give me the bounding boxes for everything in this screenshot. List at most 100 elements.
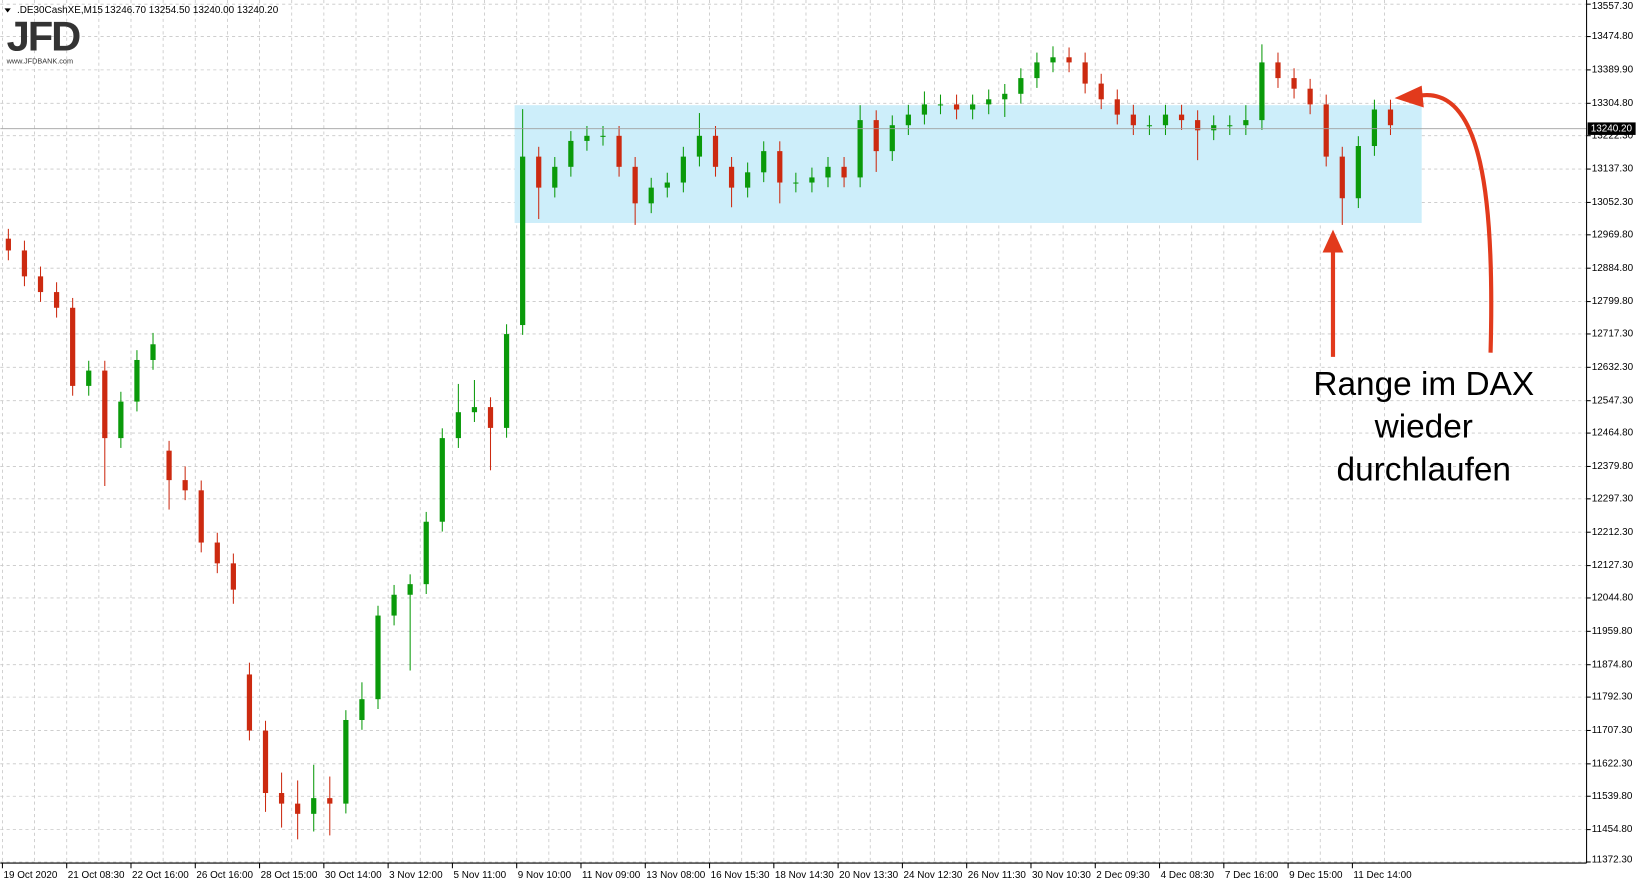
- candle-body: [1355, 146, 1361, 199]
- logo: JFD: [7, 13, 81, 60]
- candle-body: [696, 135, 703, 157]
- x-tick-label: 22 Oct 16:00: [132, 870, 189, 881]
- candle-body: [761, 151, 767, 173]
- y-tick-label: 11622.30: [1592, 758, 1633, 769]
- y-tick-label: 11707.30: [1592, 725, 1633, 736]
- y-tick-label: 13557.30: [1592, 1, 1634, 12]
- candle-body: [21, 250, 28, 277]
- candle-body: [793, 182, 799, 184]
- candle-body: [745, 172, 751, 188]
- candle-body: [198, 490, 204, 543]
- range-layer: [514, 105, 1422, 223]
- candle-body: [311, 798, 317, 814]
- arrow-head: [1394, 85, 1424, 108]
- candle-body: [664, 182, 670, 188]
- candle-body: [873, 120, 879, 152]
- candle-body: [1307, 88, 1313, 105]
- logo-url: www.JFDBANK.com: [6, 56, 74, 65]
- candle-body: [889, 125, 895, 152]
- overlay: Range im DAX wieder durchlaufen: [0, 85, 1587, 489]
- y-tick-label: 12127.30: [1592, 560, 1634, 571]
- y-tick-label: 11792.30: [1592, 692, 1633, 703]
- candle-body: [857, 120, 863, 178]
- candle-body: [375, 615, 381, 700]
- x-tick-label: 13 Nov 08:00: [646, 870, 705, 881]
- candle-body: [970, 104, 976, 110]
- x-tick-label: 19 Oct 2020: [3, 870, 57, 881]
- candle-body: [632, 166, 638, 204]
- y-tick-label: 11372.30: [1592, 855, 1633, 866]
- y-tick-label: 12044.80: [1592, 593, 1634, 604]
- candle-body: [102, 370, 108, 439]
- candle-body: [1275, 62, 1281, 79]
- y-tick-label: 12212.30: [1592, 527, 1634, 538]
- candle-body: [53, 292, 60, 308]
- y-tick-label: 12717.30: [1592, 329, 1634, 340]
- candle-body: [423, 521, 429, 585]
- x-tick-label: 16 Nov 15:30: [711, 870, 770, 881]
- y-tick-label: 12969.80: [1592, 229, 1634, 240]
- candle-body: [230, 563, 236, 590]
- y-tick-label: 12799.80: [1592, 296, 1634, 307]
- y-tick-label: 13222.30: [1592, 130, 1634, 141]
- arrow-shaft: [1417, 92, 1494, 353]
- y-tick-label: 13137.30: [1592, 164, 1634, 175]
- candle-body: [166, 450, 172, 481]
- candle-body: [584, 135, 590, 141]
- y-tick-label: 11539.80: [1592, 791, 1633, 802]
- candle-body: [455, 412, 461, 439]
- candle-body: [1291, 78, 1297, 89]
- candle-body: [728, 166, 735, 188]
- candle-body: [568, 140, 574, 167]
- candle-body: [1178, 114, 1185, 121]
- candle-body: [471, 407, 478, 413]
- candle-body: [1050, 57, 1056, 63]
- y-tick-label: 11959.80: [1592, 626, 1633, 637]
- candle-body: [1082, 62, 1088, 84]
- candle-body: [37, 276, 44, 293]
- y-tick-label: 12379.80: [1592, 461, 1634, 472]
- annotation-text: Range im DAX: [1313, 366, 1534, 403]
- candle-body: [520, 156, 526, 326]
- candle-body: [262, 730, 269, 794]
- candle-body: [407, 584, 413, 595]
- x-tick-label: 4 Dec 08:30: [1161, 870, 1215, 881]
- candle-body: [1162, 114, 1169, 126]
- range-band: [514, 105, 1422, 223]
- candle-body: [487, 407, 494, 428]
- candle-body: [1323, 104, 1329, 157]
- candle-body: [1243, 120, 1249, 126]
- candle-body: [295, 803, 301, 814]
- candle-body: [118, 401, 124, 439]
- candle-body: [937, 104, 944, 106]
- y-tick-label: 12297.30: [1592, 493, 1634, 504]
- menu-triangle[interactable]: [4, 8, 11, 13]
- x-tick-label: 11 Nov 09:00: [582, 870, 641, 881]
- candle-body: [712, 135, 719, 167]
- candle-body: [1339, 156, 1345, 199]
- y-tick-label: 12547.30: [1592, 395, 1634, 406]
- last-price-box: [1587, 122, 1636, 135]
- candle-body: [182, 480, 188, 491]
- candle-body: [134, 359, 140, 402]
- x-tick-label: 9 Dec 15:00: [1289, 870, 1343, 881]
- y-tick-label: 13474.80: [1592, 31, 1634, 42]
- candle-body: [680, 156, 686, 183]
- candle-body: [1227, 125, 1233, 127]
- quote: 13246.70 13254.50 13240.00 13240.20: [105, 5, 279, 16]
- candle-body: [809, 177, 815, 183]
- x-tick-label: 9 Nov 10:00: [518, 870, 572, 881]
- candle-body: [70, 307, 76, 386]
- x-tick-label: 24 Nov 12:30: [903, 870, 962, 881]
- candle-body: [1211, 125, 1217, 131]
- x-tick-label: 28 Oct 15:00: [261, 870, 318, 881]
- x-tick-label: 21 Oct 08:30: [68, 870, 125, 881]
- candle-body: [1195, 120, 1201, 131]
- candle-body: [921, 104, 928, 115]
- candle-body: [1114, 99, 1120, 115]
- candle-body: [439, 438, 445, 522]
- x-tick-label: 3 Nov 12:00: [389, 870, 443, 881]
- candle-body: [953, 104, 960, 110]
